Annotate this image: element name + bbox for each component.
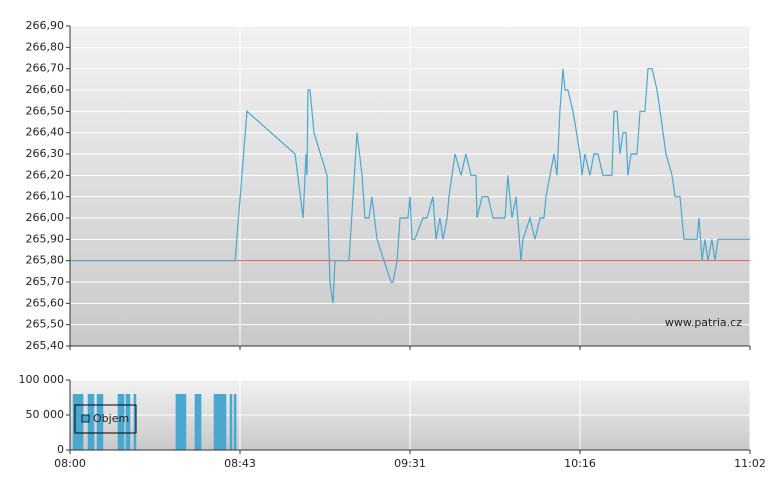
y-tick-label: 50 000 [26, 408, 65, 421]
y-tick-label: 266,40 [26, 126, 65, 139]
volume-bar [183, 394, 187, 450]
volume-bar [125, 394, 129, 450]
volume-bar [74, 394, 78, 450]
volume-bar [194, 394, 198, 450]
volume-bar [177, 394, 181, 450]
y-tick-label: 266,70 [26, 62, 65, 75]
volume-bar [117, 394, 121, 450]
y-tick-label: 266,00 [26, 211, 65, 224]
y-tick-label: 266,50 [26, 104, 65, 117]
y-tick-label: 0 [57, 443, 64, 456]
volume-bar [72, 394, 76, 450]
y-tick-label: 265,40 [26, 339, 65, 352]
x-tick-label: 09:31 [394, 457, 426, 470]
volume-bar [175, 394, 179, 450]
volume-bar [78, 394, 82, 450]
volume-bar [127, 394, 131, 450]
y-tick-label: 265,50 [26, 318, 65, 331]
legend-box [74, 404, 137, 434]
price-line [70, 68, 750, 304]
y-tick-label: 265,70 [26, 275, 65, 288]
legend-swatch [81, 414, 90, 423]
volume-bar [179, 394, 183, 450]
volume-bar [98, 394, 102, 450]
volume-bar [217, 394, 221, 450]
volume-bar [221, 394, 225, 450]
y-tick-label: 266,60 [26, 83, 65, 96]
y-tick-label: 266,10 [26, 190, 65, 203]
y-tick-label: 265,90 [26, 232, 65, 245]
volume-bar [223, 394, 227, 450]
volume-bar [133, 394, 137, 450]
volume-bar [219, 394, 223, 450]
volume-bar [119, 394, 123, 450]
volume-bar [100, 394, 104, 450]
volume-bar [76, 394, 80, 450]
legend-label: Objem [93, 412, 129, 425]
volume-bar [233, 394, 237, 450]
volume-bar [96, 394, 100, 450]
volume-bar [229, 394, 233, 450]
x-tick-label: 10:16 [564, 457, 596, 470]
x-tick-label: 08:43 [224, 457, 256, 470]
volume-bar [196, 394, 200, 450]
x-tick-label: 08:00 [54, 457, 86, 470]
y-tick-label: 266,80 [26, 40, 65, 53]
x-tick-label: 11:02 [734, 457, 766, 470]
volume-bar [89, 394, 93, 450]
y-tick-label: 265,60 [26, 296, 65, 309]
volume-bar [181, 394, 185, 450]
y-tick-label: 265,80 [26, 254, 65, 267]
volume-bar [213, 394, 217, 450]
source-annotation: www.patria.cz [665, 316, 742, 329]
volume-bar [198, 394, 202, 450]
y-tick-label: 266,90 [26, 19, 65, 32]
y-tick-label: 266,20 [26, 168, 65, 181]
y-tick-label: 100 000 [19, 373, 65, 386]
volume-bar [91, 394, 95, 450]
volume-bar [121, 394, 125, 450]
y-tick-label: 266,30 [26, 147, 65, 160]
volume-bar [215, 394, 219, 450]
